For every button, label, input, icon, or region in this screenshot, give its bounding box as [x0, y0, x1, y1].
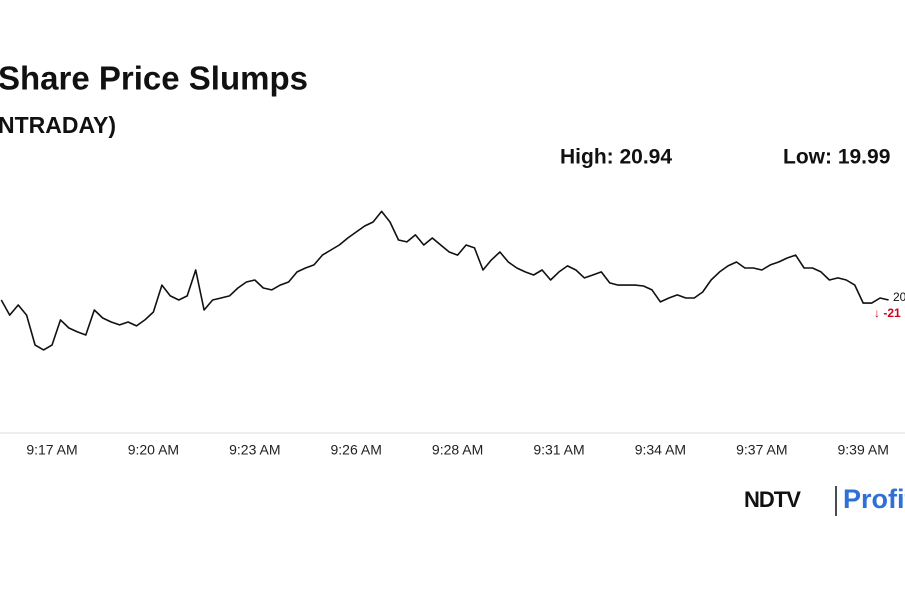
x-tick-label: 9:37 AM [736, 442, 787, 458]
last-price-label: 20 [893, 290, 905, 304]
x-tick-label: 9:26 AM [331, 442, 382, 458]
x-tick-label: 9:39 AM [838, 442, 889, 458]
low-label: Low: 19.99 [783, 146, 890, 169]
chart-title: Share Price Slumps [0, 60, 308, 97]
brand-logo: NDTV [744, 487, 801, 512]
x-tick-label: 9:20 AM [128, 442, 179, 458]
change-label: ↓ -21 [874, 306, 901, 320]
price-line [0, 210, 889, 351]
chart-subtitle: NTRADAY) [0, 112, 116, 138]
x-tick-label: 9:31 AM [533, 442, 584, 458]
x-tick-label: 9:34 AM [635, 442, 686, 458]
x-tick-label: 9:28 AM [432, 442, 483, 458]
brand-logo-sub: Profit [843, 484, 905, 514]
x-tick-label: 9:23 AM [229, 442, 280, 458]
x-tick-label: 9:17 AM [26, 442, 77, 458]
high-label: High: 20.94 [560, 146, 672, 169]
